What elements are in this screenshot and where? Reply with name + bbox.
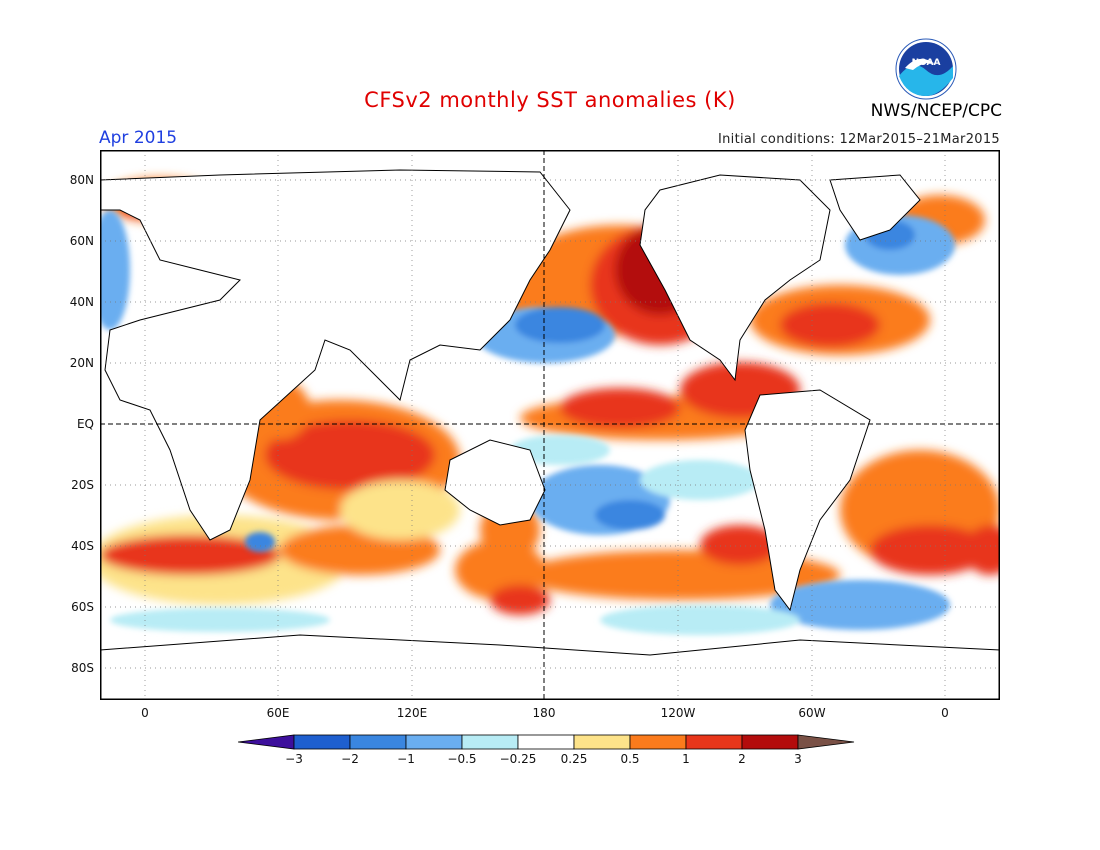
- initial-conditions-label: Initial conditions: 12Mar2015–21Mar2015: [717, 132, 1000, 147]
- organization-label: NWS/NCEP/CPC: [870, 101, 1002, 121]
- colorbar-cell: [293, 734, 351, 750]
- colorbar-label: 0.5: [620, 752, 640, 766]
- grid-lines: [100, 150, 1000, 700]
- colorbar-cell: [741, 734, 799, 750]
- colorbar-cell: [573, 734, 631, 750]
- lon-label: 120W: [660, 706, 696, 720]
- logo-text: NOAA: [912, 58, 941, 68]
- colorbar-cell: [349, 734, 407, 750]
- lat-label: 20N: [69, 356, 94, 370]
- colorbar-label: 1: [682, 752, 690, 766]
- colorbar-min-triangle: [238, 734, 295, 750]
- colorbar-max-triangle: [797, 734, 855, 750]
- lon-label: 0: [141, 706, 149, 720]
- equator-dateline: [100, 150, 1000, 700]
- lon-label: 180: [532, 706, 556, 720]
- colorbar-label: −1: [397, 752, 415, 766]
- colorbar-label: −3: [285, 752, 303, 766]
- colorbar-cell: [517, 734, 575, 750]
- month-label: Apr 2015: [99, 128, 178, 148]
- colorbar-cell: [685, 734, 743, 750]
- colorbar-cell: [629, 734, 687, 750]
- map-title: CFSv2 monthly SST anomalies (K): [364, 88, 736, 112]
- lat-label: 20S: [71, 478, 94, 492]
- lat-label: 60S: [71, 600, 94, 614]
- colorbar-cell: [461, 734, 519, 750]
- colorbar-label: −0.5: [447, 752, 477, 766]
- lon-label: 0: [941, 706, 949, 720]
- lat-label: EQ: [76, 417, 94, 431]
- lon-label: 60E: [266, 706, 290, 720]
- lat-label: 40S: [71, 539, 94, 553]
- lon-label: 120E: [396, 706, 428, 720]
- colorbar-label: 2: [738, 752, 746, 766]
- colorbar-label: −0.25: [499, 752, 537, 766]
- lon-label: 60W: [798, 706, 826, 720]
- colorbar-label: 0.25: [560, 752, 588, 766]
- map-frame: [100, 150, 1000, 700]
- lat-label: 60N: [69, 234, 94, 248]
- colorbar: [238, 734, 855, 750]
- colorbar-label: −2: [341, 752, 359, 766]
- lat-label: 80N: [69, 173, 94, 187]
- lat-label: 80S: [71, 661, 94, 675]
- lat-label: 40N: [69, 295, 94, 309]
- colorbar-cell: [405, 734, 463, 750]
- colorbar-label: 3: [794, 752, 802, 766]
- noaa-logo: NOAA: [895, 38, 957, 100]
- sst-anomaly-map: [100, 150, 1000, 700]
- continents: [100, 169, 1000, 700]
